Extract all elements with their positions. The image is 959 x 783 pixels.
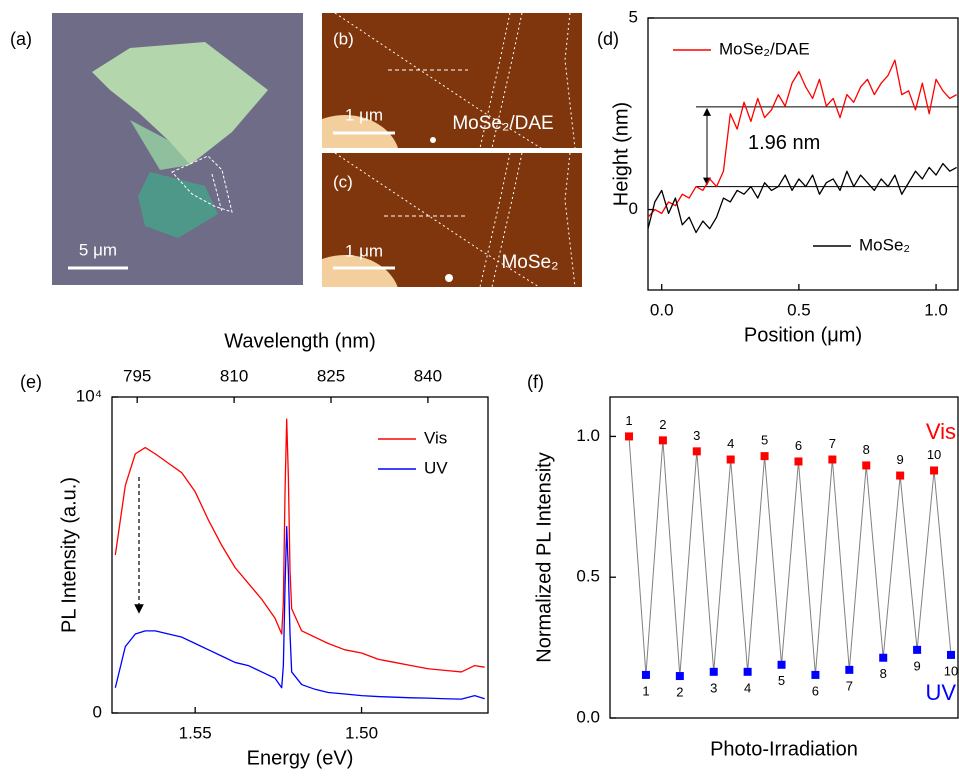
data-point: [947, 650, 955, 659]
image-caption: MoSe₂: [501, 252, 558, 273]
y-tick-label: 0.5: [576, 567, 600, 586]
data-point: [845, 665, 854, 674]
x-tick-label: 0.5: [787, 300, 811, 319]
point-label: 4: [727, 436, 734, 451]
panel-label: (b): [333, 29, 354, 48]
legend-label: MoSe₂: [859, 235, 910, 254]
data-point: [760, 452, 769, 461]
y-tick-label: 10⁴: [76, 386, 102, 405]
data-point: [777, 660, 786, 669]
x-axis-label: Energy (eV): [247, 747, 354, 769]
point-label: 9: [913, 658, 920, 673]
point-label: 7: [846, 678, 853, 693]
y-axis-label: Height (nm): [610, 102, 632, 206]
y-axis-label: Normalized PL Intensity: [533, 452, 555, 662]
data-point: [930, 466, 939, 475]
y-tick-label: 0.0: [576, 707, 600, 726]
data-point: [811, 670, 820, 679]
x2-tick-label: 825: [317, 366, 345, 385]
series-line: [647, 59, 957, 218]
point-label: 2: [659, 417, 666, 432]
scale-bar-label: 5 μm: [79, 240, 117, 259]
series-line: [647, 162, 957, 234]
point-label: 7: [829, 436, 836, 451]
panel-label: (a): [10, 29, 32, 49]
legend-label: UV: [424, 458, 448, 477]
x-tick-label: 1.0: [924, 300, 948, 319]
data-point: [625, 432, 633, 441]
scale-bar-label: 1 μm: [345, 241, 383, 260]
y-tick-label: 0: [629, 199, 638, 218]
point-label: 9: [897, 452, 904, 467]
x-tick-label: 0.0: [650, 300, 674, 319]
point-label: 5: [778, 673, 785, 688]
x2-tick-label: 795: [123, 366, 151, 385]
y-tick-label: 0: [93, 702, 102, 721]
point-label: 10: [927, 447, 941, 462]
x-tick-label: 1.55: [179, 723, 212, 742]
annotation: 1.96 nm: [748, 132, 820, 154]
plot-frame: [111, 396, 489, 714]
data-point: [879, 653, 888, 662]
point-label: 8: [863, 442, 870, 457]
plot-frame: [647, 17, 959, 291]
legend-label: Vis: [926, 419, 956, 444]
data-point: [794, 457, 803, 466]
point-label: 3: [693, 428, 700, 443]
y-tick-label: 1.0: [576, 426, 600, 445]
series-line: [114, 418, 485, 673]
image-caption: MoSe₂/DAE: [452, 113, 553, 134]
data-point: [641, 670, 650, 679]
connector-line: [628, 436, 952, 677]
afm-image: [322, 153, 582, 287]
data-point: [709, 667, 718, 676]
x2-tick-label: 810: [220, 366, 248, 385]
y-tick-label: 5: [629, 7, 638, 26]
data-point: [743, 667, 752, 676]
point-label: 3: [710, 680, 717, 695]
panel-label: (d): [597, 29, 619, 49]
plot-frame: [609, 396, 959, 719]
x-tick-label: 1.50: [345, 723, 378, 742]
series-line: [114, 525, 485, 700]
data-point: [726, 455, 735, 464]
legend-label: MoSe₂/DAE: [719, 39, 810, 58]
point-label: 4: [744, 680, 751, 695]
point-label: 6: [812, 683, 819, 698]
scale-bar-label: 1 μm: [345, 105, 383, 124]
panel-label: (f): [527, 372, 544, 392]
afm-image: [322, 13, 582, 148]
x2-axis-label: Wavelength (nm): [224, 330, 376, 352]
data-point: [675, 672, 684, 681]
data-point: [896, 471, 905, 480]
legend-label: Vis: [424, 428, 447, 447]
point-label: 1: [642, 683, 649, 698]
panel-label: (e): [20, 372, 42, 392]
point-label: 2: [676, 684, 683, 699]
point-label: 1: [625, 413, 632, 428]
data-point: [913, 645, 922, 654]
data-point: [828, 455, 837, 464]
point-label: 8: [880, 666, 887, 681]
point-label: 6: [795, 438, 802, 453]
point-label: 10: [944, 663, 958, 678]
x-axis-label: Position (μm): [744, 324, 862, 346]
x2-tick-label: 840: [414, 366, 442, 385]
y-axis-label: PL Intensity (a.u.): [58, 477, 80, 633]
panel-label: (c): [333, 172, 353, 191]
data-point: [862, 461, 871, 470]
data-point: [692, 447, 701, 456]
point-label: 5: [761, 433, 768, 448]
data-point: [658, 436, 667, 445]
optical-image: [52, 13, 303, 285]
legend-label: UV: [925, 680, 956, 705]
x-axis-label: Photo-Irradiation: [710, 738, 858, 760]
